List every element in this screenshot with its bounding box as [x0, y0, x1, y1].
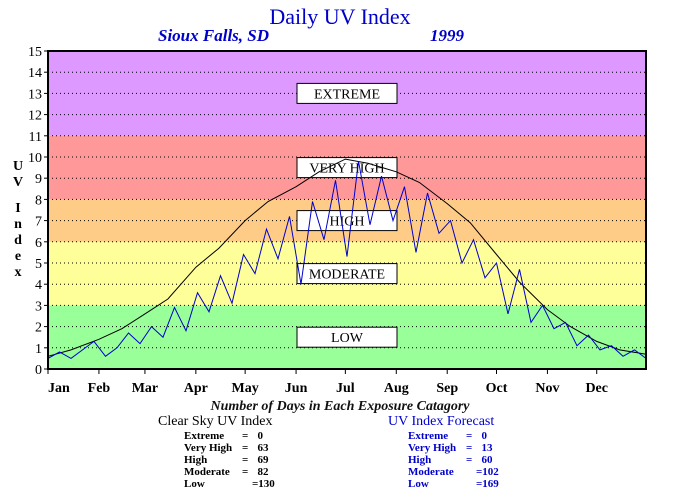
summary-row-label: Extreme [184, 430, 225, 442]
x-tick-label: Jun [285, 381, 308, 396]
summary-row-value: =169 [476, 478, 499, 490]
series-clear-sky-line [47, 158, 647, 357]
summary-row: High = 69 [184, 454, 275, 466]
summary-row-value: 63 [252, 442, 269, 454]
summary-row-label: High [408, 454, 432, 466]
summary-row-value: 13 [476, 442, 493, 454]
summary-row-value: 0 [476, 430, 488, 442]
summary-row: Low =130 [184, 478, 275, 490]
clear-sky-summary-title: Clear Sky UV Index [158, 414, 273, 429]
summary-row-value: 69 [252, 454, 269, 466]
summary-row-equals: = [466, 454, 473, 466]
summary-row: Extreme = 0 [408, 430, 499, 442]
y-tick-label: 7 [35, 215, 42, 230]
y-tick-label: 9 [35, 172, 42, 187]
y-tick-label: 0 [35, 363, 42, 378]
x-tick-label: Jan [48, 381, 70, 396]
x-tick-label: May [232, 381, 259, 396]
summary-row: Moderate = 82 [184, 466, 275, 478]
summary-row-label: High [184, 454, 208, 466]
x-tick-label: Dec [585, 381, 608, 396]
summary-row: Low =169 [408, 478, 499, 490]
summary-row-value: 82 [252, 466, 269, 478]
series-forecast-line [47, 161, 647, 359]
x-tick-label: Apr [184, 381, 208, 396]
summary-row-label: Low [184, 478, 205, 490]
x-tick-label: Oct [486, 381, 508, 396]
y-tick-label: 5 [35, 257, 42, 272]
summary-row-label: Very High [184, 442, 233, 454]
summary-row: Moderate =102 [408, 466, 499, 478]
x-tick-label: Sep [436, 381, 458, 396]
band-label-box [296, 326, 398, 348]
y-tick-label: 15 [28, 45, 42, 60]
band-label: VERY HIGH [309, 162, 384, 177]
summary-row-label: Moderate [408, 466, 454, 478]
summary-row-equals: = [466, 442, 473, 454]
summary-row: High = 60 [408, 454, 499, 466]
band-label-box [296, 82, 398, 104]
summary-row: Very High = 63 [184, 442, 275, 454]
band-label: EXTREME [314, 87, 380, 102]
y-tick-label: 6 [35, 236, 42, 251]
y-tick-label: 14 [28, 66, 42, 81]
summary-row-equals: = [242, 454, 249, 466]
summary-row-value: =130 [252, 478, 275, 490]
clear-sky-summary-table: Extreme = 0 Very High = 63 High = 69 Moderate =… [184, 430, 275, 490]
chart-title: Daily UV Index [269, 4, 411, 29]
summary-row-value: 60 [476, 454, 493, 466]
summary-row-equals: = [242, 442, 249, 454]
summary-row-equals: = [242, 466, 249, 478]
y-tick-label: 10 [28, 151, 42, 166]
y-tick-label: 2 [35, 321, 42, 336]
summary-caption: Number of Days in Each Exposure Catagory [210, 399, 470, 414]
x-tick-label: Mar [132, 381, 158, 396]
x-tick-label: Jul [336, 381, 355, 396]
summary-row-label: Moderate [184, 466, 230, 478]
band-label-box [296, 263, 398, 285]
summary-row: Extreme = 0 [184, 430, 275, 442]
summary-row-equals: = [242, 430, 249, 442]
band-label-box [296, 157, 398, 179]
x-tick-label: Aug [384, 381, 409, 396]
year-label: 1999 [430, 26, 464, 45]
band-label: LOW [331, 331, 364, 346]
summary-row: Very High = 13 [408, 442, 499, 454]
y-tick-label: 13 [28, 87, 42, 102]
x-tick-label: Feb [88, 381, 111, 396]
band-label: MODERATE [309, 268, 385, 283]
y-tick-label: 8 [35, 193, 42, 208]
forecast-summary-table: Extreme = 0 Very High = 13 High = 60 Moderate =… [408, 430, 499, 490]
summary-row-equals: = [466, 430, 473, 442]
location-label: Sioux Falls, SD [158, 26, 270, 45]
summary-row-label: Low [408, 478, 429, 490]
y-tick-label: 4 [35, 278, 42, 293]
y-tick-label: 11 [29, 130, 42, 145]
summary-row-label: Extreme [408, 430, 449, 442]
band-label: HIGH [330, 215, 365, 230]
y-tick-label: 3 [35, 299, 42, 314]
y-tick-label: 12 [28, 109, 42, 124]
x-tick-label: Nov [535, 381, 559, 396]
y-tick-label: 1 [35, 342, 42, 357]
forecast-summary-title: UV Index Forecast [388, 414, 495, 429]
summary-row-label: Very High [408, 442, 457, 454]
summary-row-value: 0 [252, 430, 264, 442]
summary-row-value: =102 [476, 466, 499, 478]
